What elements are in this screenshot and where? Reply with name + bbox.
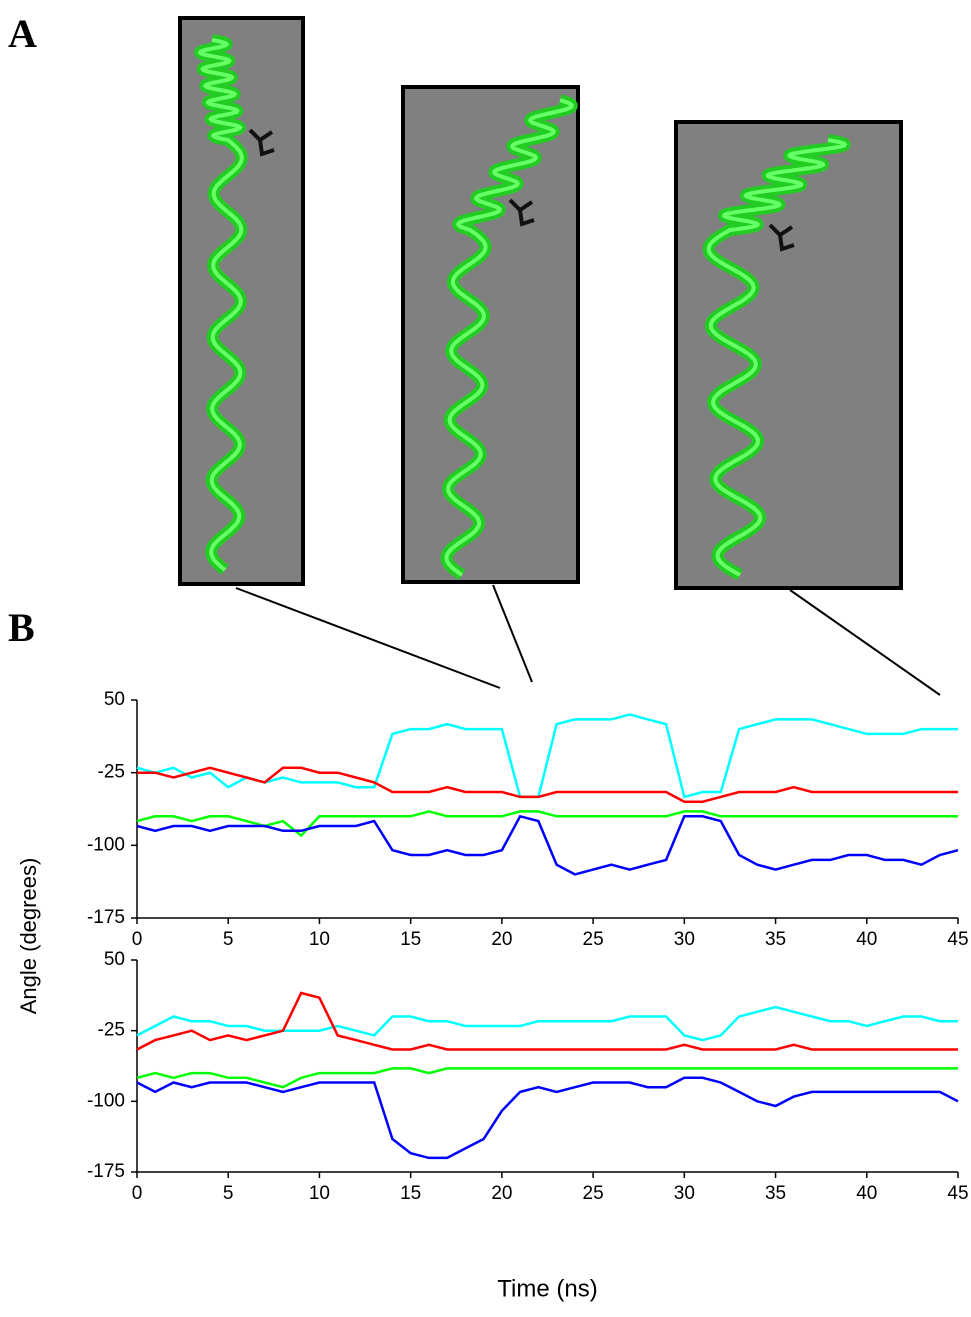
x-tick-label: 15 [400,1183,421,1204]
x-tick-label: 35 [765,929,786,950]
x-axis-label: Time (ns) [497,1275,597,1302]
y-tick-label: -25 [98,762,125,783]
x-tick-label: 40 [856,929,877,950]
y-tick-label: 50 [104,949,125,970]
ligand [248,128,275,157]
x-tick-label: 30 [674,1183,695,1204]
x-tick-label: 25 [583,929,604,950]
connector [789,589,941,696]
series-line [137,766,958,803]
series-line [136,810,958,838]
structure-box [674,120,903,590]
y-tick-label: -175 [87,1161,125,1182]
series-line [136,713,958,799]
y-tick-label: 50 [104,689,125,710]
panel-label: B [8,605,35,650]
ligand [508,198,535,227]
x-tick-label: 40 [856,1183,877,1204]
structure-box [401,85,580,584]
x-tick-label: 30 [674,929,695,950]
series-line [136,1005,958,1042]
y-tick-label: -100 [87,1090,125,1111]
series-line [136,814,959,876]
x-tick-label: 35 [765,1183,786,1204]
series-line [136,1067,958,1089]
x-tick-label: 0 [132,1183,143,1204]
helix-highlight [444,98,574,577]
y-tick-label: -25 [98,1020,125,1041]
x-tick-label: 5 [223,929,234,950]
x-tick-label: 5 [223,1183,234,1204]
y-tick-label: -100 [87,834,125,855]
helix-highlight [197,38,244,572]
x-tick-label: 15 [400,929,421,950]
x-tick-label: 45 [947,1183,968,1204]
x-tick-label: 45 [947,929,968,950]
x-tick-label: 20 [491,929,512,950]
connector [235,587,501,689]
series-line [136,1076,959,1160]
y-tick-label: -175 [87,907,125,928]
ligand [768,223,795,252]
x-tick-label: 10 [309,929,330,950]
y-axis-label: Angle (degrees) [16,858,41,1015]
x-tick-label: 0 [132,929,143,950]
x-tick-label: 10 [309,1183,330,1204]
x-tick-label: 20 [491,1183,512,1204]
series-line [136,991,958,1051]
helix-highlight [706,138,848,577]
connector [492,584,533,683]
panel-label: A [8,11,37,56]
x-tick-label: 25 [583,1183,604,1204]
